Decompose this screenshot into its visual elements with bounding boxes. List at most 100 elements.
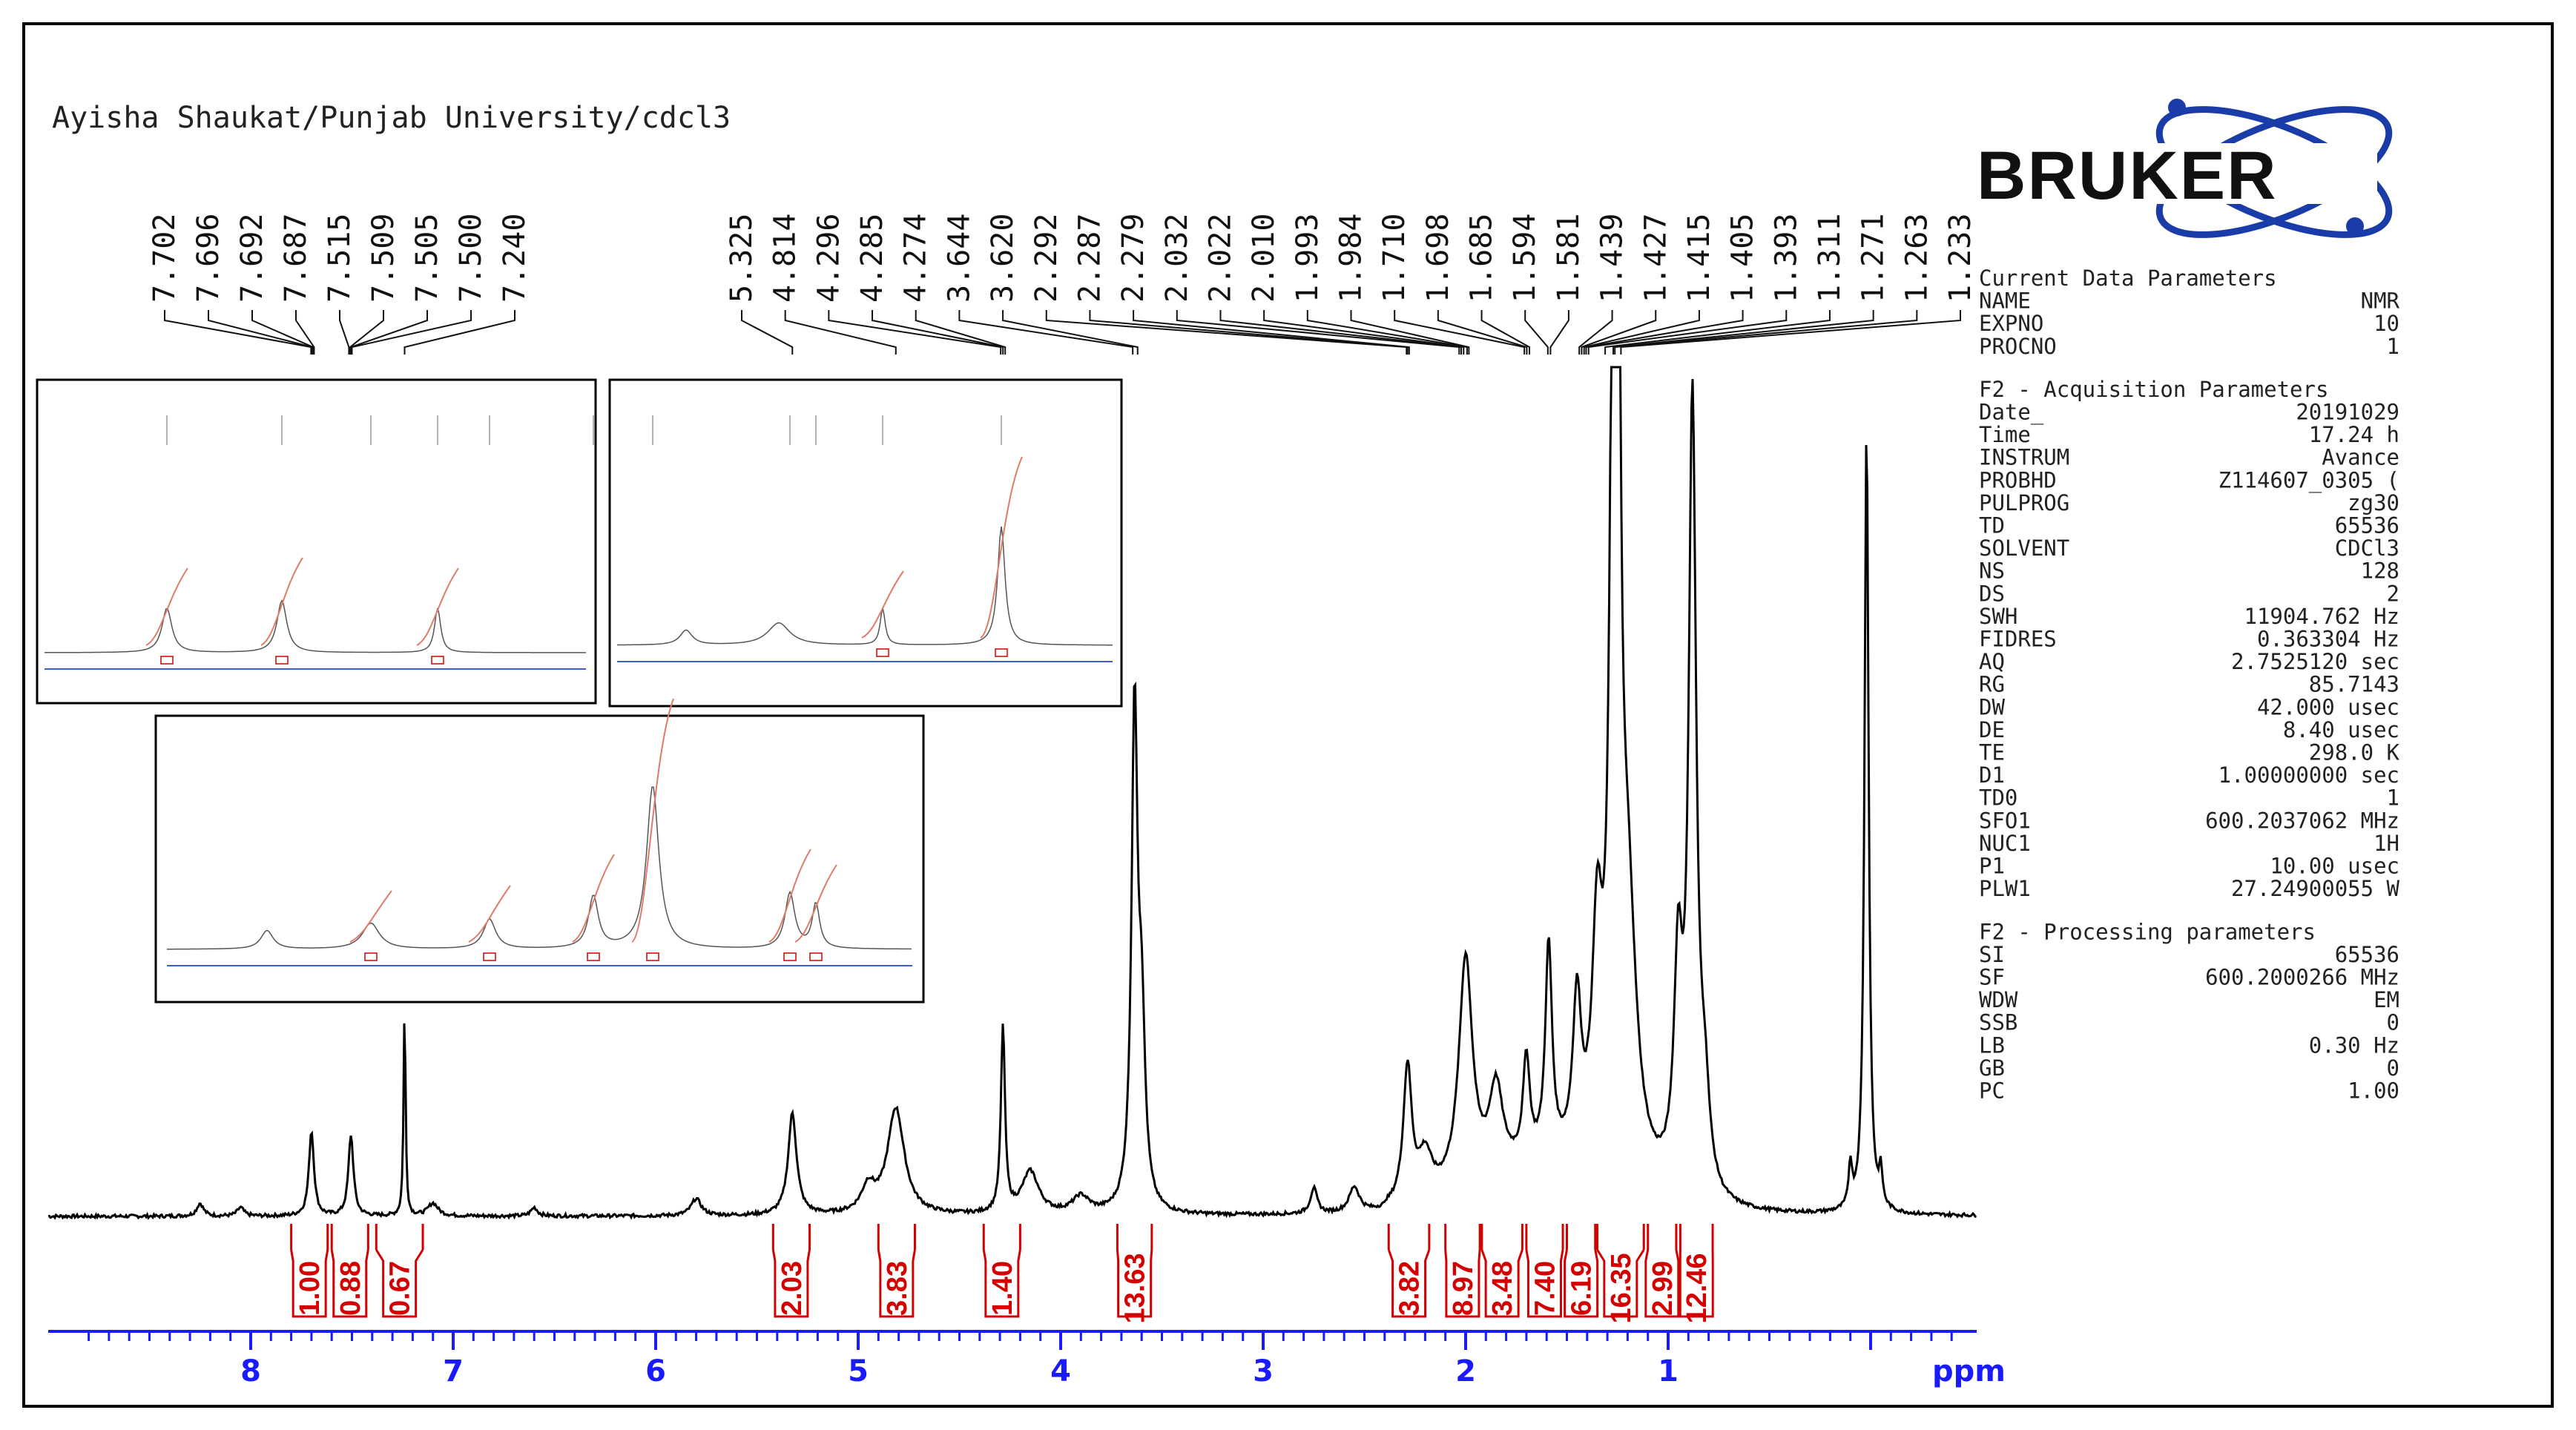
peak-label-leader <box>1583 310 1700 355</box>
peak-label-leader <box>1614 310 1918 355</box>
integral-box <box>877 1249 916 1318</box>
inset-integral-marker <box>809 952 823 961</box>
inset-aromatic <box>36 378 597 705</box>
peak-label: 7.240 <box>498 214 532 303</box>
param-key: PROBHD <box>1979 467 2057 492</box>
peak-label: 2.279 <box>1116 214 1150 303</box>
inset-integral-marker <box>995 648 1008 657</box>
peak-label: 2.032 <box>1160 214 1194 303</box>
param-key: GB <box>1979 1055 2005 1081</box>
param-key: EXPNO <box>1979 311 2043 336</box>
inset-integral-curve <box>349 890 392 943</box>
param-value: 20191029 <box>2296 400 2399 425</box>
param-key: SSB <box>1979 1010 2017 1035</box>
peak-label: 1.393 <box>1769 214 1803 303</box>
peak-label: 1.698 <box>1421 214 1455 303</box>
integral-box <box>982 1249 1021 1318</box>
param-value: Avance <box>2322 445 2399 470</box>
param-key: LB <box>1979 1032 2005 1058</box>
integral-value: 6.19 <box>1567 1261 1598 1316</box>
peak-label-leader <box>1089 310 1409 355</box>
peak-label-leader <box>1604 310 1831 355</box>
peak-label: 4.285 <box>855 214 889 303</box>
peak-label-leader <box>1350 310 1470 355</box>
peak-label-leader <box>1219 310 1462 355</box>
x-tick-label: 3 <box>1253 1354 1274 1388</box>
bruker-logo-text: BRUKER <box>1977 138 2278 214</box>
inset-integral-marker <box>431 656 444 665</box>
plot-frame <box>22 22 2554 1408</box>
peak-label: 7.696 <box>191 214 225 303</box>
param-key: INSTRUM <box>1979 445 2069 470</box>
integral-value: 0.67 <box>385 1261 416 1316</box>
peak-label-leader <box>1524 310 1549 355</box>
inset-integral-curve <box>145 567 188 646</box>
peak-label-leader <box>1263 310 1465 355</box>
param-value: 128 <box>2361 559 2399 584</box>
inset-trace <box>617 526 1113 646</box>
x-tick-label: 1 <box>1658 1354 1679 1388</box>
param-value: 600.2000266 MHz <box>2205 964 2399 989</box>
peak-label-leader <box>1133 310 1410 355</box>
peak-label-leader <box>351 310 472 355</box>
param-value: 65536 <box>2335 942 2399 967</box>
inset-integral-marker <box>646 952 659 961</box>
integral-box <box>1387 1249 1431 1318</box>
param-value: 10 <box>2374 311 2399 336</box>
peak-labels: 7.702 7.696 7.692 7.687 7.515 7.509 7.505 7.500… <box>148 214 1977 355</box>
inset-integral-marker <box>160 656 174 665</box>
params-section-title: F2 - Acquisition Parameters <box>1979 377 2328 402</box>
param-value: 11904.762 Hz <box>2244 604 2399 629</box>
param-key: SOLVENT <box>1979 536 2069 561</box>
param-value: 0.30 Hz <box>2309 1032 2399 1058</box>
peak-label: 2.287 <box>1073 214 1107 303</box>
integral-box <box>1644 1249 1680 1318</box>
integral-box <box>771 1249 811 1318</box>
peak-label: 2.022 <box>1203 214 1237 303</box>
peak-label: 2.292 <box>1030 214 1064 303</box>
param-key: RG <box>1979 672 2005 697</box>
x-tick-label: 6 <box>645 1354 666 1388</box>
peak-label: 1.263 <box>1900 214 1934 303</box>
integral-value: 12.46 <box>1681 1253 1713 1323</box>
param-key: SWH <box>1979 604 2017 629</box>
x-tick-label: 5 <box>848 1354 869 1388</box>
param-key: DW <box>1979 694 2005 719</box>
param-key: FIDRES <box>1979 627 2057 652</box>
param-key: Time <box>1979 422 2031 447</box>
peak-label-leader <box>1585 310 1744 355</box>
param-key: WDW <box>1979 987 2018 1012</box>
x-tick-label: 8 <box>240 1354 261 1388</box>
param-value: 42.000 usec <box>2257 694 2399 719</box>
x-tick-label: 4 <box>1050 1354 1071 1388</box>
param-key: NUC1 <box>1979 831 2031 856</box>
peak-label-leader <box>164 310 312 355</box>
param-key: Date_ <box>1979 400 2044 426</box>
integral-value: 3.83 <box>882 1261 913 1316</box>
inset-integral-curve <box>768 849 811 943</box>
x-tick-label: 2 <box>1455 1354 1476 1388</box>
integral-value: 1.00 <box>294 1261 326 1316</box>
param-value: NMR <box>2361 289 2400 314</box>
peak-label: 1.233 <box>1943 214 1977 303</box>
param-value: EM <box>2374 987 2399 1012</box>
peak-label-leader <box>251 310 314 355</box>
inset-integral-curve <box>572 854 615 943</box>
integral-value: 13.63 <box>1120 1253 1151 1323</box>
param-value: 1 <box>2387 334 2399 359</box>
inset-integral-curve <box>468 885 511 943</box>
spectrum <box>47 366 1977 1220</box>
peak-label: 5.325 <box>725 214 759 303</box>
integral-value: 7.40 <box>1529 1261 1561 1316</box>
peak-label: 3.644 <box>942 214 976 303</box>
peak-label: 3.620 <box>986 214 1020 303</box>
param-value: 1 <box>2387 785 2399 811</box>
peak-label-leader <box>349 310 384 355</box>
peak-label-leader <box>872 310 1004 355</box>
param-key: AQ <box>1979 649 2005 674</box>
peak-label: 1.581 <box>1552 214 1586 303</box>
param-value: 2 <box>2387 581 2399 606</box>
peak-label: 4.296 <box>811 214 846 303</box>
